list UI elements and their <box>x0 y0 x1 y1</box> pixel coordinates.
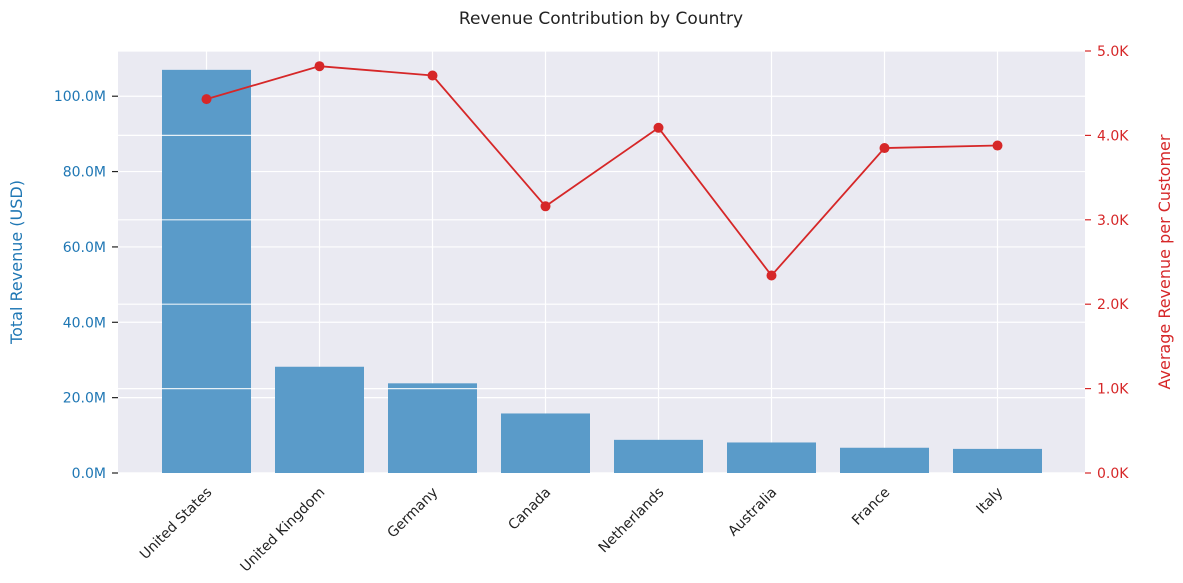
bar-canada <box>501 413 590 473</box>
left-axis-ticks: 0.0M 20.0M 40.0M 60.0M 80.0M 100.0M <box>54 89 118 482</box>
x-tick-label-germany: Germany <box>385 485 442 542</box>
right-tick-label-2: 2.0K <box>1097 297 1129 313</box>
avg-revenue-point-italy <box>992 140 1003 151</box>
avg-revenue-point-germany <box>427 70 438 81</box>
bar-netherlands <box>614 439 703 473</box>
x-tick-label-united-states: United States <box>137 485 215 563</box>
bar-italy <box>953 448 1042 473</box>
plot-background <box>118 51 1085 473</box>
right-tick-label-0: 0.0K <box>1097 466 1129 482</box>
bar-united-kingdom <box>275 366 364 473</box>
right-axis-ticks: 0.0K 1.0K 2.0K 3.0K 4.0K 5.0K <box>1085 44 1129 482</box>
bar-united-states <box>162 69 251 473</box>
left-tick-label-1: 20.0M <box>63 391 106 407</box>
bar-france <box>840 447 929 473</box>
x-tick-label-united-kingdom: United Kingdom <box>238 485 329 576</box>
right-tick-label-5: 5.0K <box>1097 44 1129 60</box>
chart-title: Revenue Contribution by Country <box>459 9 743 29</box>
bar-germany <box>388 383 477 473</box>
left-axis-label: Total Revenue (USD) <box>7 180 26 345</box>
x-tick-label-canada: Canada <box>505 485 554 534</box>
left-tick-label-3: 60.0M <box>63 240 106 256</box>
x-tick-label-australia: Australia <box>725 485 780 540</box>
avg-revenue-line <box>206 65 998 277</box>
bars-layer <box>162 69 1042 473</box>
bar-australia <box>727 442 816 473</box>
x-tick-label-italy: Italy <box>974 485 1007 518</box>
right-tick-label-3: 3.0K <box>1097 213 1129 229</box>
avg-revenue-point-united-states <box>201 94 212 105</box>
avg-revenue-point-canada <box>540 201 551 212</box>
left-tick-label-4: 80.0M <box>63 165 106 181</box>
right-tick-label-1: 1.0K <box>1097 382 1129 398</box>
left-tick-label-2: 40.0M <box>63 315 106 331</box>
line-layer <box>201 61 1003 281</box>
right-tick-label-4: 4.0K <box>1097 128 1129 144</box>
avg-revenue-point-united-kingdom <box>314 61 325 72</box>
x-tick-label-france: France <box>849 485 893 529</box>
avg-revenue-point-netherlands <box>653 122 664 133</box>
right-axis-label: Average Revenue per Customer <box>1155 134 1174 389</box>
x-tick-label-netherlands: Netherlands <box>596 485 668 557</box>
left-tick-label-0: 0.0M <box>72 466 106 482</box>
avg-revenue-point-australia <box>766 270 777 281</box>
avg-revenue-point-france <box>879 143 890 154</box>
x-axis-ticks: United States United Kingdom Germany Canada… <box>137 485 1006 576</box>
left-tick-label-5: 100.0M <box>54 89 106 105</box>
